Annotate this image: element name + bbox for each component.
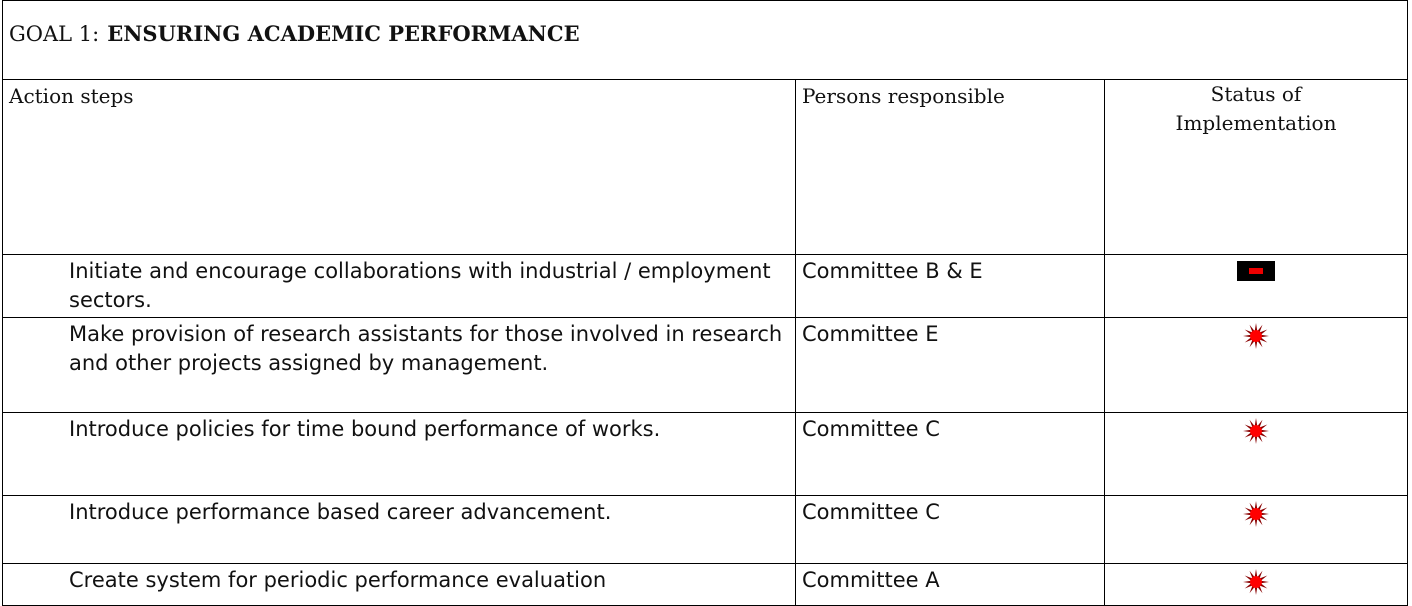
header-row: Action steps Persons responsible Status … xyxy=(2,79,1408,255)
status-cell xyxy=(1104,412,1408,496)
goal-prefix: GOAL 1: xyxy=(9,22,100,46)
row: Introduce policies for time bound perfor… xyxy=(2,412,1408,496)
status-icon xyxy=(1243,569,1269,595)
star-core xyxy=(1250,425,1262,437)
status-icon xyxy=(1237,261,1275,281)
status-icon xyxy=(1243,501,1269,527)
star-core xyxy=(1250,576,1262,588)
status-cell xyxy=(1104,317,1408,413)
responsible: Committee A xyxy=(795,563,1105,606)
action-step: Initiate and encourage collaborations wi… xyxy=(2,254,796,318)
responsible: Committee B & E xyxy=(795,254,1105,318)
action-step: Introduce performance based career advan… xyxy=(2,495,796,564)
row: Introduce performance based career advan… xyxy=(2,495,1408,564)
status-icon xyxy=(1243,418,1269,444)
responsible: Committee C xyxy=(795,495,1105,564)
header-cell: Persons responsible xyxy=(795,79,1105,255)
status-cell xyxy=(1104,563,1408,606)
action-step: Introduce policies for time bound perfor… xyxy=(2,412,796,496)
header-cell: Status of Implementation xyxy=(1104,79,1408,255)
star-core xyxy=(1250,330,1262,342)
row: Create system for periodic performance e… xyxy=(2,563,1408,606)
row: Initiate and encourage collaborations wi… xyxy=(2,254,1408,318)
row: Make provision of research assistants fo… xyxy=(2,317,1408,413)
star-core xyxy=(1250,508,1262,520)
status-icon xyxy=(1243,323,1269,349)
title-cell: GOAL 1: ENSURING ACADEMIC PERFORMANCE xyxy=(2,0,1408,80)
action-step: Create system for periodic performance e… xyxy=(2,563,796,606)
goal-title: ENSURING ACADEMIC PERFORMANCE xyxy=(107,21,580,46)
status-cell xyxy=(1104,254,1408,318)
status-cell xyxy=(1104,495,1408,564)
responsible: Committee C xyxy=(795,412,1105,496)
action-step: Make provision of research assistants fo… xyxy=(2,317,796,413)
header-cell: Action steps xyxy=(2,79,796,255)
title-row: GOAL 1: ENSURING ACADEMIC PERFORMANCE xyxy=(2,0,1408,80)
responsible: Committee E xyxy=(795,317,1105,413)
